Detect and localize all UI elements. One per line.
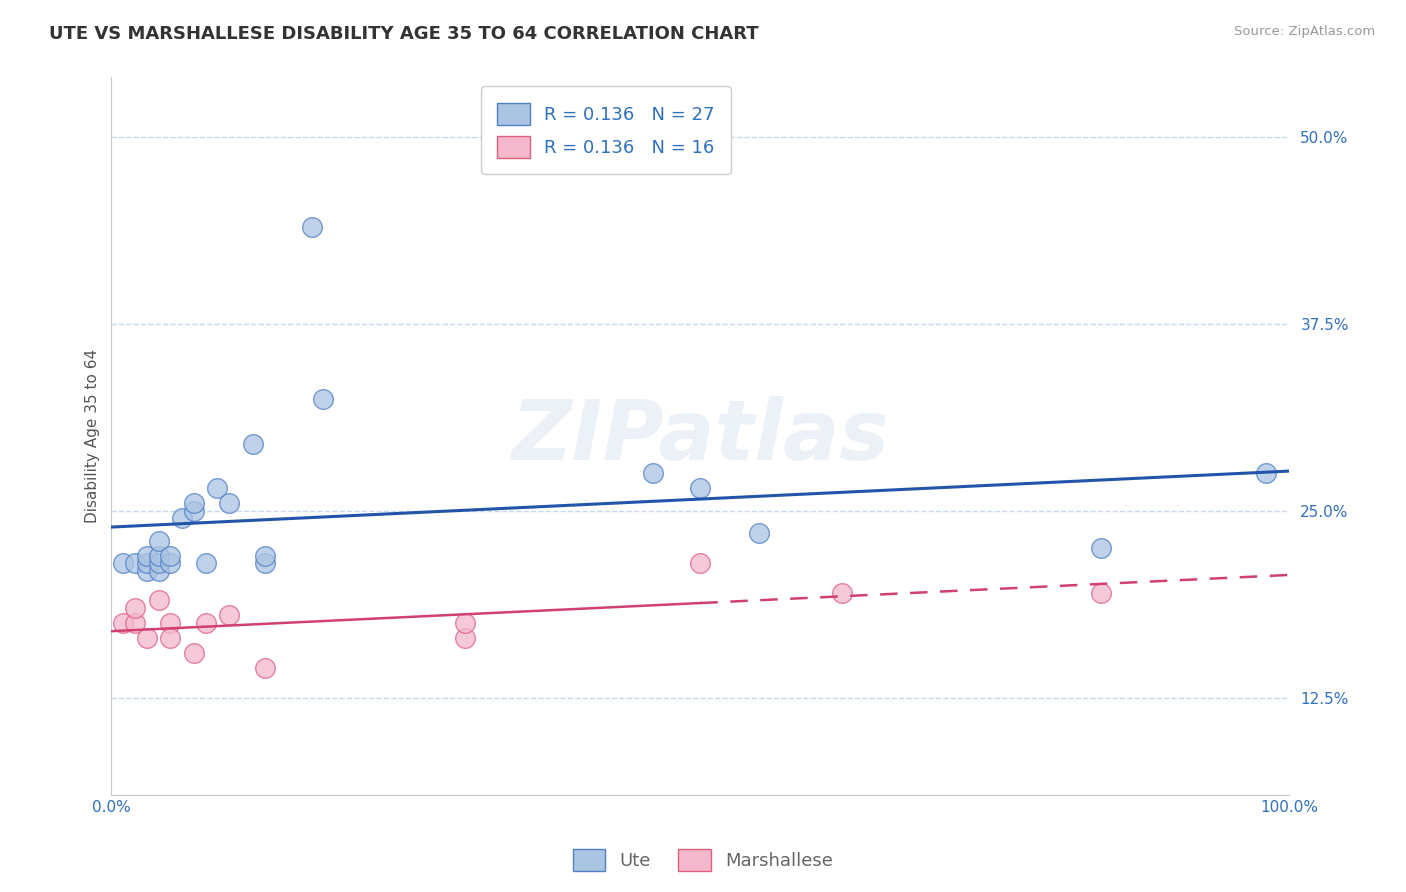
Point <box>183 646 205 660</box>
Point <box>148 556 170 570</box>
Text: UTE VS MARSHALLESE DISABILITY AGE 35 TO 64 CORRELATION CHART: UTE VS MARSHALLESE DISABILITY AGE 35 TO … <box>49 25 759 43</box>
Point <box>135 549 157 563</box>
Point <box>689 556 711 570</box>
Point <box>194 556 217 570</box>
Point <box>183 496 205 510</box>
Point <box>159 549 181 563</box>
Point <box>218 608 240 623</box>
Y-axis label: Disability Age 35 to 64: Disability Age 35 to 64 <box>86 349 100 523</box>
Point <box>1090 586 1112 600</box>
Legend: Ute, Marshallese: Ute, Marshallese <box>565 842 841 879</box>
Point <box>124 615 146 630</box>
Point <box>1254 467 1277 481</box>
Point <box>831 586 853 600</box>
Point <box>242 436 264 450</box>
Point <box>135 556 157 570</box>
Point <box>218 496 240 510</box>
Point <box>643 467 665 481</box>
Point <box>124 556 146 570</box>
Point <box>1090 541 1112 556</box>
Point <box>148 564 170 578</box>
Point <box>159 615 181 630</box>
Point <box>183 504 205 518</box>
Point <box>172 511 194 525</box>
Point <box>253 549 276 563</box>
Point <box>159 556 181 570</box>
Point <box>148 549 170 563</box>
Point <box>159 631 181 645</box>
Point <box>312 392 335 406</box>
Point <box>253 556 276 570</box>
Point <box>689 481 711 495</box>
Text: ZIPatlas: ZIPatlas <box>512 395 889 476</box>
Point <box>454 631 477 645</box>
Point <box>135 564 157 578</box>
Point <box>148 593 170 607</box>
Point <box>454 615 477 630</box>
Point <box>135 631 157 645</box>
Legend: R = 0.136   N = 27, R = 0.136   N = 16: R = 0.136 N = 27, R = 0.136 N = 16 <box>481 87 731 174</box>
Point <box>253 661 276 675</box>
Point <box>124 601 146 615</box>
Point <box>301 219 323 234</box>
Text: Source: ZipAtlas.com: Source: ZipAtlas.com <box>1234 25 1375 38</box>
Point <box>148 533 170 548</box>
Point <box>194 615 217 630</box>
Point <box>112 615 135 630</box>
Point <box>112 556 135 570</box>
Point <box>207 481 229 495</box>
Point <box>748 526 770 541</box>
